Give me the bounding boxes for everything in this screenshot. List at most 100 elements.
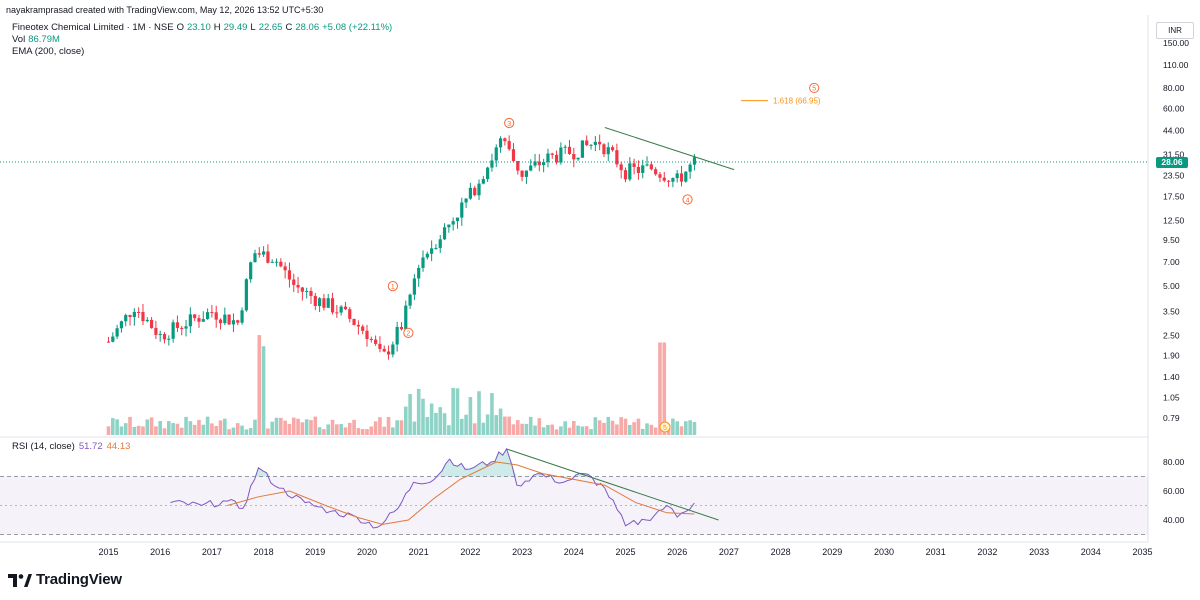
candle-body <box>585 140 589 146</box>
price-axis-tick: 150.00 <box>1163 38 1189 48</box>
wave-label: 4 <box>686 197 690 204</box>
volume-bar <box>373 421 378 435</box>
candle-body <box>399 326 404 330</box>
volume-bar <box>580 426 585 435</box>
time-axis-tick: 2018 <box>254 547 274 557</box>
low-label: L <box>250 22 256 33</box>
volume-bar <box>218 420 223 435</box>
candle-body <box>671 178 675 182</box>
candle-body <box>292 279 296 285</box>
candle-body <box>218 319 223 324</box>
volume-bar <box>481 422 486 435</box>
volume-bar <box>309 420 313 435</box>
volume-bar <box>498 408 503 435</box>
volume-bar <box>257 335 262 435</box>
open-value: 23.10 <box>186 22 211 33</box>
volume-value: 86.79M <box>28 34 60 45</box>
rsi-label[interactable]: RSI (14, close) <box>12 441 75 452</box>
candle-body <box>580 140 585 158</box>
candle-body <box>468 187 472 199</box>
candle-body <box>231 320 236 325</box>
volume-bar <box>322 429 326 435</box>
candle-body <box>145 319 149 322</box>
volume-bar <box>132 427 137 435</box>
volume-bar <box>296 418 300 435</box>
symbol-name[interactable]: Fineotex Chemical Limited · 1M · NSE <box>12 22 174 33</box>
volume-bar <box>503 416 507 435</box>
price-axis-tick: 5.00 <box>1163 281 1180 291</box>
candle-body <box>623 170 628 180</box>
volume-bar <box>119 426 124 435</box>
candle-body <box>619 164 623 171</box>
rsi-axis-tick: 40.00 <box>1163 515 1185 525</box>
ema-label[interactable]: EMA (200, close) <box>12 46 85 57</box>
candle-body <box>378 343 382 349</box>
volume-bar <box>447 425 451 435</box>
candle-body <box>361 326 365 331</box>
candle-body <box>511 149 516 162</box>
candle-body <box>365 330 369 339</box>
volume-bar <box>154 426 158 435</box>
rsi-axis-tick: 80.00 <box>1163 457 1185 467</box>
candle-body <box>533 161 537 166</box>
candle-body <box>330 298 335 313</box>
time-axis-tick: 2019 <box>305 547 325 557</box>
candle-body <box>662 177 666 181</box>
candle-body <box>481 179 485 184</box>
candle-body <box>447 224 451 228</box>
volume-wave-circle <box>659 421 671 433</box>
candle-body <box>455 217 460 222</box>
candle-body <box>137 311 141 313</box>
currency-button[interactable]: INR <box>1156 22 1194 39</box>
volume-bar <box>438 407 443 435</box>
price-axis-tick: 7.00 <box>1163 257 1180 267</box>
price-axis-tick: 60.00 <box>1163 103 1185 113</box>
candle-body <box>554 154 559 163</box>
volume-bar <box>537 418 542 435</box>
candle-body <box>520 170 524 177</box>
tradingview-logo[interactable]: TradingView <box>8 571 122 588</box>
candle-body <box>451 221 455 225</box>
volume-bar <box>528 416 533 435</box>
volume-bar <box>352 419 356 435</box>
candle-body <box>654 169 658 175</box>
high-label: H <box>213 22 221 33</box>
candle-body <box>244 279 248 311</box>
volume-bar <box>270 421 275 435</box>
wave-label: 3 <box>507 121 511 128</box>
candle-body <box>434 247 438 249</box>
volume-bar <box>615 424 619 435</box>
candle-body <box>473 187 477 196</box>
time-axis-tick: 2020 <box>357 547 377 557</box>
volume-bar <box>623 418 628 435</box>
candle-body <box>188 314 192 327</box>
candle-body <box>210 312 214 314</box>
volume-bar <box>171 423 175 435</box>
candle-body <box>615 150 619 165</box>
volume-bar <box>274 417 279 435</box>
volume-bar <box>546 424 550 435</box>
candle-body <box>649 164 653 170</box>
volume-bar <box>567 427 572 435</box>
candle-body <box>386 351 391 355</box>
wave-label-circle <box>504 117 515 129</box>
candle-body <box>636 167 641 173</box>
volume-bar <box>197 419 201 435</box>
candle-body <box>666 180 671 182</box>
candle-body <box>132 311 136 317</box>
volume-bar <box>619 417 623 435</box>
candle-body <box>507 141 511 150</box>
time-axis-tick: 2022 <box>460 547 480 557</box>
candle-body <box>542 162 546 166</box>
candle-body <box>516 161 520 171</box>
volume-bar <box>485 414 490 435</box>
volume-bar <box>395 420 399 435</box>
candle-body <box>438 239 442 248</box>
time-axis-tick: 2027 <box>719 547 739 557</box>
volume-bar <box>210 423 214 435</box>
volume-bar <box>610 420 615 435</box>
volume-label[interactable]: Vol <box>12 34 26 45</box>
candle-body <box>257 253 261 255</box>
price-axis-tick: 12.50 <box>1163 216 1185 226</box>
